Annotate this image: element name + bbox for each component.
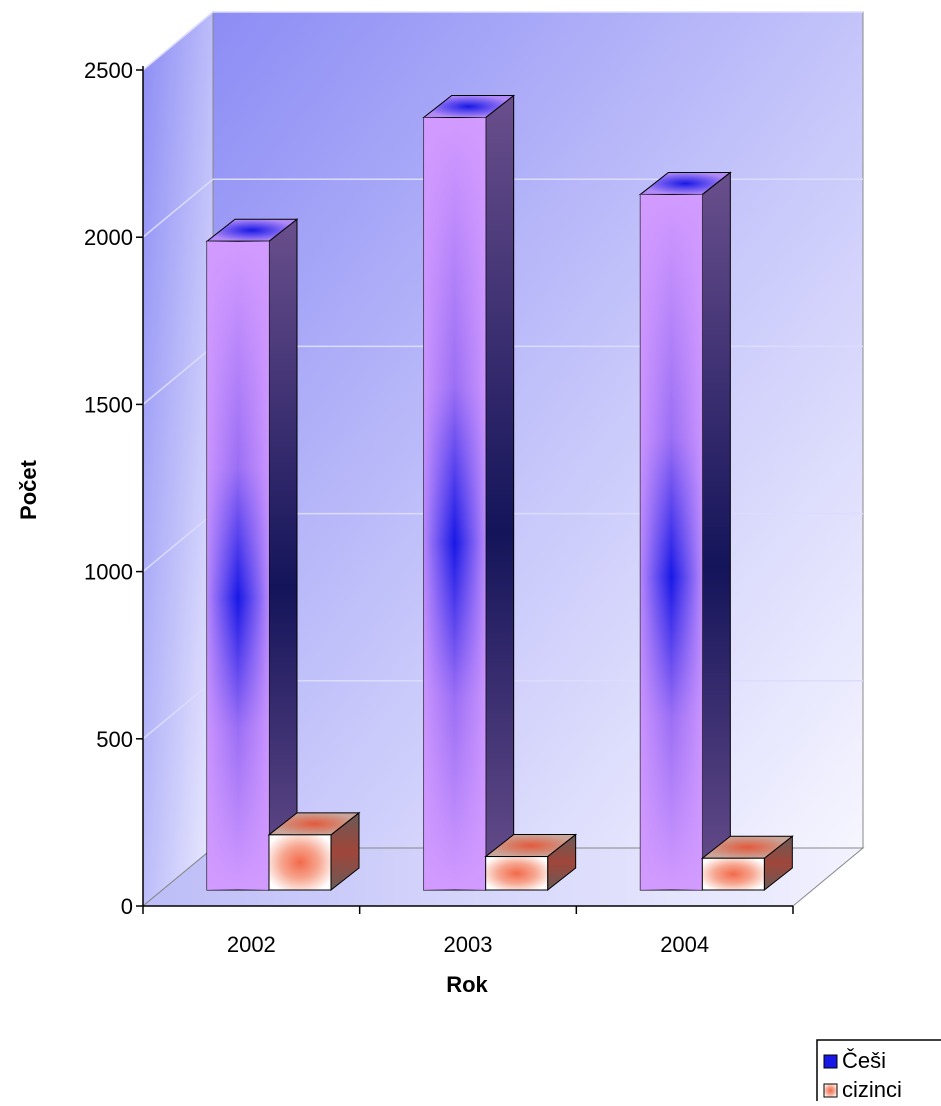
bar-front — [701, 857, 765, 891]
x-tick-labels: 2002 2003 2004 — [227, 932, 709, 957]
y-tick-label: 2000 — [84, 225, 133, 250]
grid-line-side — [142, 345, 214, 405]
grid-line-side — [142, 11, 214, 71]
bars — [205, 94, 794, 892]
y-tick-label: 500 — [96, 727, 133, 752]
y-tick-label: 1000 — [84, 560, 133, 585]
side-wall — [142, 10, 214, 908]
grid-line-side — [142, 513, 214, 573]
bar-češi-2002 — [205, 218, 299, 892]
grid-line-side — [142, 178, 214, 238]
bar-češi-2004 — [638, 171, 732, 892]
y-axis-title: Počet — [16, 459, 41, 520]
bar-front — [268, 834, 332, 891]
x-tick-label: 2002 — [227, 932, 276, 957]
y-tick-label: 1500 — [84, 392, 133, 417]
bar-front-shade — [207, 241, 269, 890]
bar-front-shade — [423, 117, 486, 890]
bar-side — [485, 94, 515, 892]
axes — [136, 66, 794, 914]
bar-front — [485, 856, 549, 891]
bar-cizinci-2002 — [267, 811, 361, 892]
y-tick-label: 2500 — [84, 58, 133, 83]
bar-cizinci-2004 — [700, 835, 794, 892]
x-axis-title: Rok — [446, 972, 488, 997]
x-tick-label: 2004 — [660, 932, 709, 957]
legend-swatch-cizinci — [823, 1083, 838, 1098]
legend: Češi cizinci — [816, 1039, 941, 1106]
legend-swatch-cesi — [823, 1054, 838, 1069]
grid-lines — [142, 11, 863, 740]
y-tick-labels: 0 500 1000 1500 2000 2500 — [84, 58, 133, 919]
bar-front-shade — [640, 194, 703, 890]
legend-label-cizinci: cizinci — [842, 1077, 902, 1101]
bar-side — [701, 171, 731, 892]
bar-češi-2003 — [422, 94, 516, 892]
legend-label-cesi: Češi — [842, 1048, 886, 1073]
chart-walls — [141, 10, 865, 908]
grid-line-side — [142, 680, 214, 740]
y-tick-label: 0 — [121, 894, 133, 919]
x-tick-label: 2003 — [444, 932, 493, 957]
bar-side — [268, 218, 298, 892]
back-wall — [212, 11, 864, 849]
bar-cizinci-2003 — [484, 833, 578, 892]
legend-box — [816, 1039, 941, 1106]
